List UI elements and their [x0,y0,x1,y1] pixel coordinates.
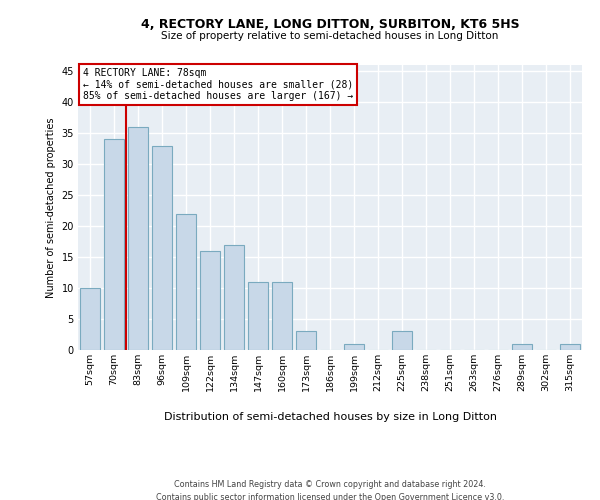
Text: 4 RECTORY LANE: 78sqm
← 14% of semi-detached houses are smaller (28)
85% of semi: 4 RECTORY LANE: 78sqm ← 14% of semi-deta… [83,68,353,101]
Bar [560,344,580,350]
Text: Contains HM Land Registry data © Crown copyright and database right 2024.
Contai: Contains HM Land Registry data © Crown c… [156,480,504,500]
Bar [248,282,268,350]
Bar [224,244,244,350]
Bar [176,214,196,350]
Bar [272,282,292,350]
Bar [152,146,172,350]
Bar [128,127,148,350]
Y-axis label: Number of semi-detached properties: Number of semi-detached properties [46,117,56,298]
Bar [80,288,100,350]
Bar [344,344,364,350]
Bar [512,344,532,350]
Text: Distribution of semi-detached houses by size in Long Ditton: Distribution of semi-detached houses by … [163,412,497,422]
Bar [296,332,316,350]
Bar [104,140,124,350]
Bar [392,332,412,350]
Text: 4, RECTORY LANE, LONG DITTON, SURBITON, KT6 5HS: 4, RECTORY LANE, LONG DITTON, SURBITON, … [140,18,520,30]
Bar [200,251,220,350]
Text: Size of property relative to semi-detached houses in Long Ditton: Size of property relative to semi-detach… [161,31,499,41]
